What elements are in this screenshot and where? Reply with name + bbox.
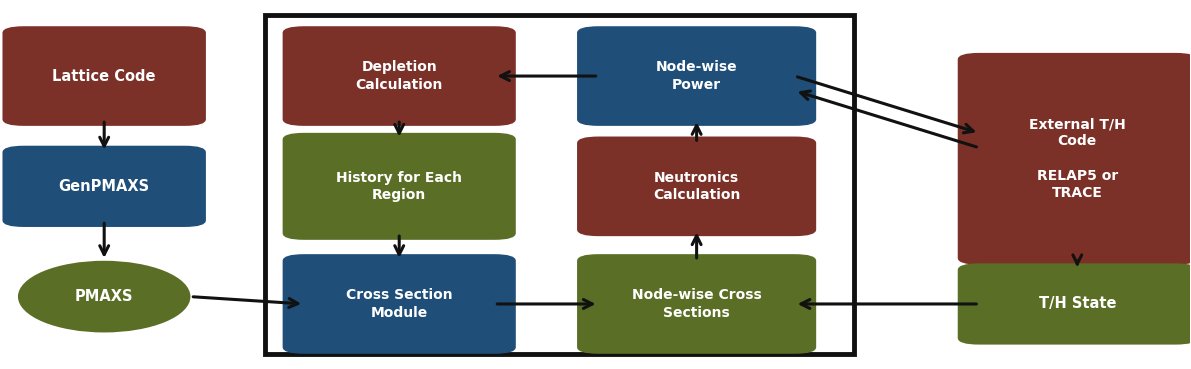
Text: PMAXS: PMAXS <box>75 289 133 304</box>
FancyBboxPatch shape <box>282 133 516 240</box>
FancyBboxPatch shape <box>958 263 1191 345</box>
Text: Neutronics
Calculation: Neutronics Calculation <box>653 171 741 202</box>
FancyBboxPatch shape <box>2 26 206 126</box>
FancyBboxPatch shape <box>578 254 816 354</box>
FancyBboxPatch shape <box>282 26 516 126</box>
Text: History for Each
Region: History for Each Region <box>336 171 462 202</box>
Text: GenPMAXS: GenPMAXS <box>58 179 150 194</box>
Text: External T/H
Code

RELAP5 or
TRACE: External T/H Code RELAP5 or TRACE <box>1029 117 1125 200</box>
Text: T/H State: T/H State <box>1039 296 1116 311</box>
Ellipse shape <box>18 261 191 332</box>
FancyBboxPatch shape <box>2 146 206 227</box>
FancyBboxPatch shape <box>282 254 516 354</box>
Text: Node-wise
Power: Node-wise Power <box>656 61 737 92</box>
FancyBboxPatch shape <box>578 26 816 126</box>
Bar <box>264 15 854 354</box>
Text: Depletion
Calculation: Depletion Calculation <box>356 61 443 92</box>
FancyBboxPatch shape <box>958 53 1191 265</box>
Text: Cross Section
Module: Cross Section Module <box>345 288 453 320</box>
Text: Node-wise Cross
Sections: Node-wise Cross Sections <box>631 288 761 320</box>
FancyBboxPatch shape <box>578 137 816 236</box>
Text: Lattice Code: Lattice Code <box>52 69 156 83</box>
